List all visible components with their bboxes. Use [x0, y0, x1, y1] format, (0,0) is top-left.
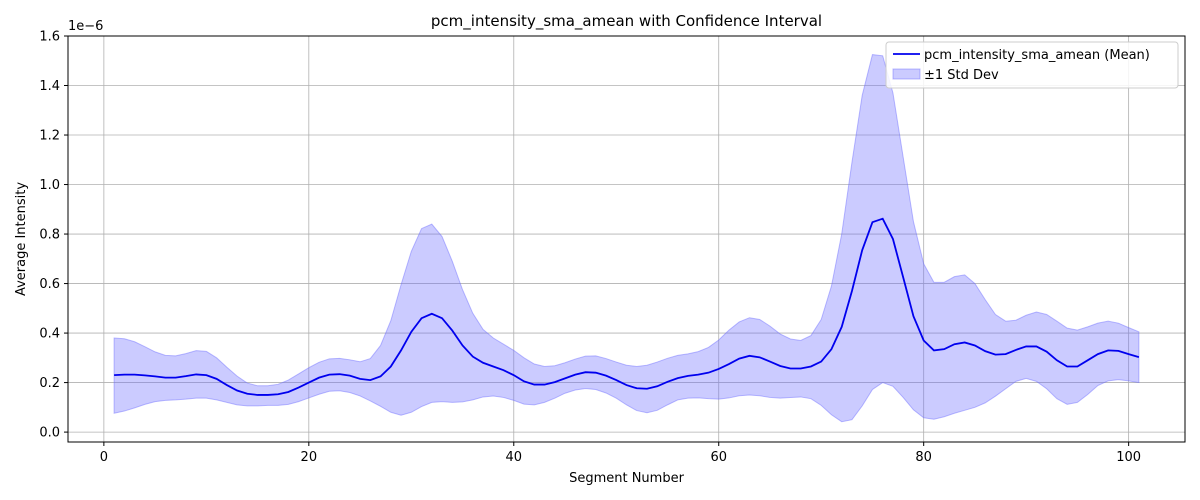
- y-tick-label: 0.2: [39, 376, 60, 391]
- plot-frame: [67, 35, 1186, 443]
- chart-title: pcm_intensity_sma_amean with Confidence …: [431, 12, 822, 31]
- y-tick-label: 1.2: [39, 129, 60, 144]
- y-tick-label: 1.6: [39, 30, 60, 45]
- y-tick-label: 0.8: [39, 228, 60, 243]
- x-tick-label: 60: [710, 450, 727, 465]
- legend-band-swatch: [892, 68, 921, 80]
- legend-box: [885, 41, 1179, 89]
- std-dev-band: [113, 54, 1140, 423]
- y-axis-ticks: 0.0 0.2 0.4 0.6 0.8 1.0 1.2 1.4 1.6: [39, 30, 68, 441]
- x-axis-label: Segment Number: [569, 471, 685, 486]
- y-tick-label: 1.0: [39, 178, 60, 193]
- y-tick-label: 1.4: [39, 79, 60, 94]
- x-tick-label: 40: [506, 450, 523, 465]
- y-tick-label: 0.6: [39, 277, 60, 292]
- x-tick-label: 0: [100, 450, 108, 465]
- x-tick-label: 80: [915, 450, 932, 465]
- legend-mean-label: pcm_intensity_sma_amean (Mean): [924, 48, 1150, 63]
- y-axis-label: Average Intensity: [14, 182, 29, 296]
- y-axis-offset-label: 1e−6: [68, 19, 103, 34]
- legend: pcm_intensity_sma_amean (Mean) ±1 Std De…: [885, 41, 1179, 89]
- x-tick-label: 100: [1116, 450, 1141, 465]
- y-tick-label: 0.4: [39, 327, 60, 342]
- x-tick-label: 20: [301, 450, 318, 465]
- y-tick-label: 0.0: [39, 426, 60, 441]
- mean-series-line: [114, 217, 1140, 396]
- legend-band-label: ±1 Std Dev: [924, 68, 999, 83]
- x-axis-ticks: 0 20 40 60 80 100: [100, 442, 1141, 465]
